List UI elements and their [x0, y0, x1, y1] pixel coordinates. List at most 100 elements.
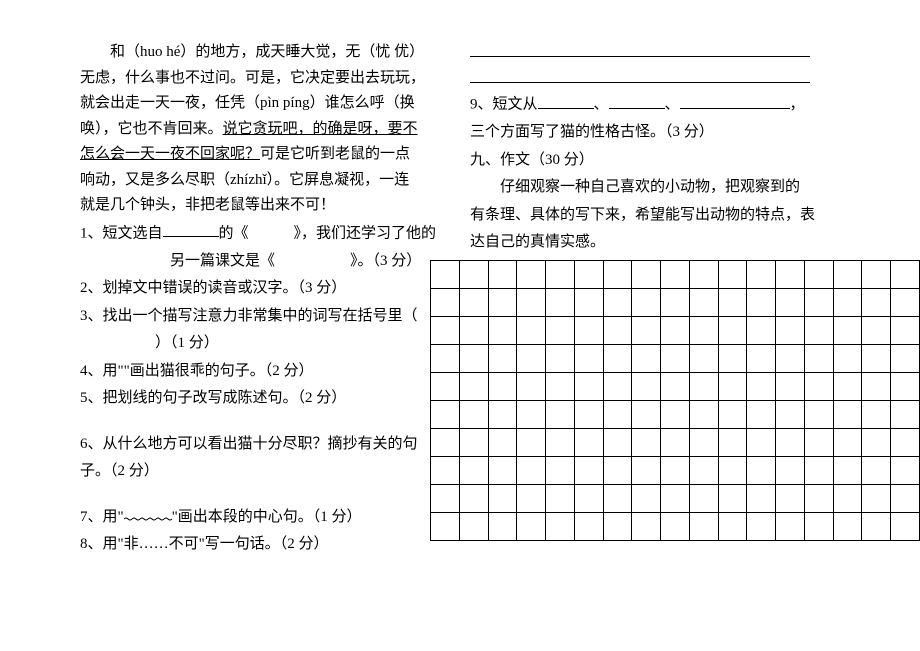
answer-line[interactable] — [470, 66, 840, 92]
grid-cell[interactable] — [776, 401, 805, 429]
grid-cell[interactable] — [804, 345, 833, 373]
grid-cell[interactable] — [776, 345, 805, 373]
grid-cell[interactable] — [718, 513, 747, 541]
grid-cell[interactable] — [718, 289, 747, 317]
grid-cell[interactable] — [689, 429, 718, 457]
grid-cell[interactable] — [833, 261, 862, 289]
grid-cell[interactable] — [747, 429, 776, 457]
writing-grid[interactable] — [430, 260, 920, 541]
grid-cell[interactable] — [718, 317, 747, 345]
grid-cell[interactable] — [689, 317, 718, 345]
grid-cell[interactable] — [833, 485, 862, 513]
grid-cell[interactable] — [661, 485, 690, 513]
grid-cell[interactable] — [632, 317, 661, 345]
grid-cell[interactable] — [603, 289, 632, 317]
grid-cell[interactable] — [517, 317, 546, 345]
grid-cell[interactable] — [747, 317, 776, 345]
grid-cell[interactable] — [776, 457, 805, 485]
grid-cell[interactable] — [891, 401, 920, 429]
grid-cell[interactable] — [833, 429, 862, 457]
grid-cell[interactable] — [632, 261, 661, 289]
grid-cell[interactable] — [574, 261, 603, 289]
grid-cell[interactable] — [776, 513, 805, 541]
grid-cell[interactable] — [488, 317, 517, 345]
grid-cell[interactable] — [862, 261, 891, 289]
grid-cell[interactable] — [574, 289, 603, 317]
grid-cell[interactable] — [891, 261, 920, 289]
grid-cell[interactable] — [488, 345, 517, 373]
grid-cell[interactable] — [546, 261, 575, 289]
grid-cell[interactable] — [574, 513, 603, 541]
grid-cell[interactable] — [574, 429, 603, 457]
grid-cell[interactable] — [603, 317, 632, 345]
grid-cell[interactable] — [517, 345, 546, 373]
grid-cell[interactable] — [517, 485, 546, 513]
grid-cell[interactable] — [862, 345, 891, 373]
grid-cell[interactable] — [891, 513, 920, 541]
grid-cell[interactable] — [862, 317, 891, 345]
grid-cell[interactable] — [488, 373, 517, 401]
grid-cell[interactable] — [603, 373, 632, 401]
grid-cell[interactable] — [632, 485, 661, 513]
grid-cell[interactable] — [488, 457, 517, 485]
grid-cell[interactable] — [718, 345, 747, 373]
grid-cell[interactable] — [661, 513, 690, 541]
grid-cell[interactable] — [689, 345, 718, 373]
grid-cell[interactable] — [747, 261, 776, 289]
grid-cell[interactable] — [603, 401, 632, 429]
grid-cell[interactable] — [891, 457, 920, 485]
grid-cell[interactable] — [747, 457, 776, 485]
grid-cell[interactable] — [546, 345, 575, 373]
grid-cell[interactable] — [546, 373, 575, 401]
grid-cell[interactable] — [546, 457, 575, 485]
grid-cell[interactable] — [603, 485, 632, 513]
grid-cell[interactable] — [804, 429, 833, 457]
grid-cell[interactable] — [862, 513, 891, 541]
grid-cell[interactable] — [632, 457, 661, 485]
grid-cell[interactable] — [891, 317, 920, 345]
grid-cell[interactable] — [833, 345, 862, 373]
grid-cell[interactable] — [431, 261, 460, 289]
grid-cell[interactable] — [459, 345, 488, 373]
grid-cell[interactable] — [833, 457, 862, 485]
grid-cell[interactable] — [862, 401, 891, 429]
fill-blank[interactable] — [609, 92, 665, 109]
grid-cell[interactable] — [891, 345, 920, 373]
grid-cell[interactable] — [689, 289, 718, 317]
grid-cell[interactable] — [603, 261, 632, 289]
grid-cell[interactable] — [804, 289, 833, 317]
grid-cell[interactable] — [632, 345, 661, 373]
grid-cell[interactable] — [862, 485, 891, 513]
grid-cell[interactable] — [862, 429, 891, 457]
grid-cell[interactable] — [747, 373, 776, 401]
grid-cell[interactable] — [747, 401, 776, 429]
grid-cell[interactable] — [718, 401, 747, 429]
fill-blank[interactable] — [538, 92, 594, 109]
grid-cell[interactable] — [661, 345, 690, 373]
grid-cell[interactable] — [718, 261, 747, 289]
grid-cell[interactable] — [747, 289, 776, 317]
grid-cell[interactable] — [488, 513, 517, 541]
grid-cell[interactable] — [546, 401, 575, 429]
grid-cell[interactable] — [747, 485, 776, 513]
grid-cell[interactable] — [661, 373, 690, 401]
grid-cell[interactable] — [804, 261, 833, 289]
grid-cell[interactable] — [718, 429, 747, 457]
grid-cell[interactable] — [431, 513, 460, 541]
grid-cell[interactable] — [632, 429, 661, 457]
grid-cell[interactable] — [574, 345, 603, 373]
fill-blank[interactable] — [680, 92, 790, 109]
answer-line[interactable] — [470, 40, 840, 66]
grid-cell[interactable] — [546, 289, 575, 317]
grid-cell[interactable] — [689, 261, 718, 289]
grid-cell[interactable] — [517, 513, 546, 541]
grid-cell[interactable] — [517, 429, 546, 457]
grid-cell[interactable] — [488, 485, 517, 513]
grid-cell[interactable] — [661, 429, 690, 457]
grid-cell[interactable] — [689, 373, 718, 401]
grid-cell[interactable] — [804, 317, 833, 345]
grid-cell[interactable] — [488, 261, 517, 289]
grid-cell[interactable] — [459, 457, 488, 485]
grid-cell[interactable] — [776, 485, 805, 513]
grid-cell[interactable] — [459, 317, 488, 345]
